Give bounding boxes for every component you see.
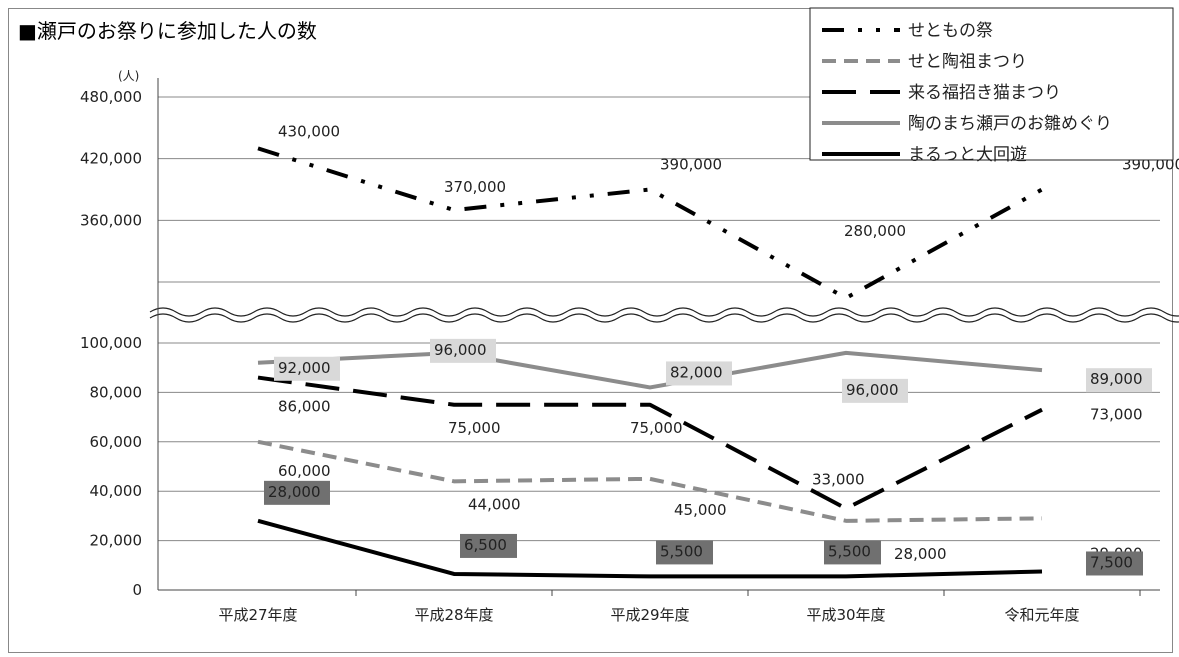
data-label: 75,000 [630,419,683,437]
data-label: 82,000 [670,363,723,381]
data-label: 5,500 [828,542,871,560]
series-line-1 [257,146,1043,300]
y-tick-label: 0 [132,581,142,599]
series-line-2 [257,439,1043,523]
data-label: 430,000 [278,122,340,140]
data-label: 75,000 [448,419,501,437]
x-category-label: 平成30年度 [806,606,885,624]
data-labels: 430,000370,000390,000280,000390,00060,00… [264,122,1179,576]
axis-break [60,272,1179,337]
data-label-box [824,540,881,565]
data-label-box [430,338,496,363]
data-label: 96,000 [846,381,899,399]
data-label: 73,000 [1090,406,1143,424]
data-label-box [842,378,908,403]
y-tick-label: 480,000 [80,88,142,106]
data-label: 280,000 [844,222,906,240]
legend-label: 陶のまち瀬戸のお雛めぐり [908,114,1112,134]
series-line-3 [257,375,1043,511]
y-tick-label: 20,000 [90,532,143,550]
break-wave-line [149,313,1179,323]
series-lines [257,146,1043,579]
data-label: 44,000 [468,495,521,513]
data-label: 92,000 [278,359,331,377]
legend-label: 来る福招き猫まつり [908,83,1061,103]
data-label: 45,000 [674,501,727,519]
series-line-4 [257,350,1043,390]
data-label: 7,500 [1090,553,1133,571]
data-label: 60,000 [278,462,331,480]
data-label: 390,000 [660,156,722,174]
data-label-box [264,480,330,505]
chart-frame [8,8,1173,653]
y-tick-label: 60,000 [90,433,143,451]
data-label-box [1086,551,1143,576]
axis-break-mask [150,283,1165,337]
x-category-label: 平成28年度 [414,606,493,624]
break-label-mask [60,272,155,284]
y-tick-label: 420,000 [80,150,142,168]
legend-label: せと陶祖まつり [908,52,1027,72]
y-unit-label: (人) [118,69,139,83]
data-label: 96,000 [434,341,487,359]
x-category-label: 令和元年度 [1004,606,1079,624]
data-label: 370,000 [444,178,506,196]
legend-label: まるっと大回遊 [908,145,1027,165]
data-label: 5,500 [660,542,703,560]
data-label: 89,000 [1090,370,1143,388]
data-label: 28,000 [894,545,947,563]
x-category-label: 平成29年度 [610,606,689,624]
y-tick-label: 80,000 [90,383,143,401]
data-label: 28,000 [268,483,321,501]
gridlines [158,96,1160,542]
y-tick-label: 100,000 [80,334,142,352]
axes: 0 20,000 40,000 60,000 80,000 100,000 360,000 4… [80,78,1160,624]
data-label: 33,000 [812,470,865,488]
data-label-box [460,533,517,558]
data-label-box [1086,368,1152,393]
y-tick-label: 40,000 [90,482,143,500]
data-label: 86,000 [278,398,331,416]
legend-label: せともの祭 [908,21,993,41]
legend-box [809,7,1174,161]
break-wave-line [149,307,1179,317]
data-label-box [656,540,713,565]
x-category-label: 平成27年度 [218,606,297,624]
data-label: 6,500 [464,536,507,554]
y-tick-label: 360,000 [80,211,142,229]
series-line-5 [257,518,1043,579]
data-label-box [274,356,340,381]
data-label-box [666,361,732,386]
chart-title: ■瀬戸のお祭りに参加した人の数 [18,19,317,43]
